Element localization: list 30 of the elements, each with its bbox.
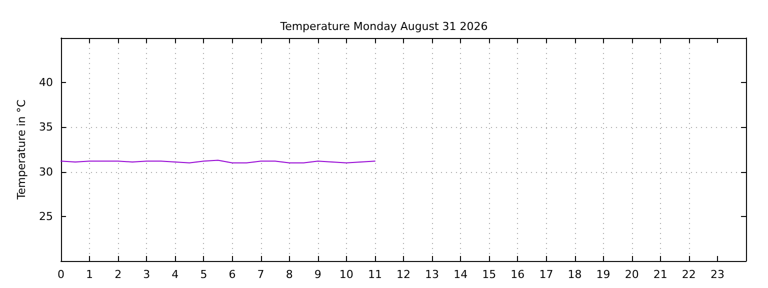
x-tick-label: 6 xyxy=(228,268,236,281)
x-tick-label: 18 xyxy=(568,268,582,281)
x-tick-label: 11 xyxy=(368,268,382,281)
x-tick-label: 12 xyxy=(396,268,410,281)
y-tick-label: 35 xyxy=(39,120,53,134)
x-tick-label: 10 xyxy=(339,268,354,281)
x-tick-label: 8 xyxy=(286,268,293,281)
x-tick-label: 5 xyxy=(200,268,208,281)
chart-title: Temperature Monday August 31 2026 xyxy=(279,20,488,33)
x-tick-label: 0 xyxy=(58,268,64,281)
x-tick-label: 4 xyxy=(172,268,179,281)
x-tick-label: 15 xyxy=(482,268,496,281)
x-tick-label: 23 xyxy=(710,268,724,281)
x-tick-label: 19 xyxy=(596,268,610,281)
x-tick-label: 2 xyxy=(114,268,122,281)
x-tick-label: 20 xyxy=(624,268,639,281)
y-tick-label: 25 xyxy=(39,210,53,223)
y-tick-label: 40 xyxy=(39,76,53,90)
x-tick-label: 13 xyxy=(425,268,440,281)
y-axis-title: Temperature in °C xyxy=(15,99,28,200)
x-tick-label: 17 xyxy=(539,268,554,281)
x-tick-label: 16 xyxy=(510,268,525,281)
x-tick-label: 3 xyxy=(143,268,150,281)
x-tick-label: 1 xyxy=(86,268,94,281)
x-tick-label: 14 xyxy=(454,268,468,281)
x-tick-label: 7 xyxy=(257,268,264,281)
x-tick-label: 9 xyxy=(314,268,322,281)
x-tick-label: 21 xyxy=(653,268,668,281)
x-tick-label: 22 xyxy=(682,268,696,281)
y-tick-label: 30 xyxy=(39,165,53,178)
